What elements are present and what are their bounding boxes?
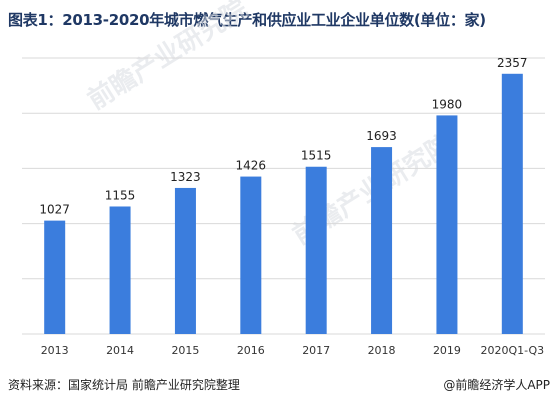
data-label-2016: 1426 bbox=[236, 159, 267, 173]
bar-2014 bbox=[109, 206, 131, 334]
data-label-2017: 1515 bbox=[301, 149, 332, 163]
data-label-2014: 1155 bbox=[105, 188, 136, 202]
bar-2020Q1-Q3 bbox=[501, 73, 523, 334]
bar-2013 bbox=[44, 220, 66, 334]
bar-2018 bbox=[371, 147, 393, 334]
data-label-2019: 1980 bbox=[432, 97, 463, 111]
x-tick-2020Q1-Q3: 2020Q1-Q3 bbox=[480, 344, 544, 357]
x-tick-2016: 2016 bbox=[237, 344, 265, 357]
credit-note: @前瞻经济学人APP bbox=[443, 378, 550, 392]
x-tick-2013: 2013 bbox=[41, 344, 69, 357]
gridlines bbox=[22, 57, 545, 335]
watermark-layer: 前瞻产业研究院前瞻产业研究院 bbox=[82, 0, 458, 251]
source-note: 资料来源：国家统计局 前瞻产业研究院整理 bbox=[8, 378, 240, 392]
x-tick-2019: 2019 bbox=[433, 344, 461, 357]
x-tick-2018: 2018 bbox=[368, 344, 396, 357]
bars bbox=[44, 73, 523, 335]
x-tick-2014: 2014 bbox=[106, 344, 134, 357]
bar-2019 bbox=[436, 115, 458, 335]
x-tick-2017: 2017 bbox=[302, 344, 330, 357]
data-labels: 1027 1155 1323 1426 1515 1693 1980 2357 bbox=[39, 56, 527, 217]
bar-2016 bbox=[240, 176, 262, 334]
data-label-2020Q1-Q3: 2357 bbox=[497, 56, 528, 70]
bar-2015 bbox=[174, 187, 196, 334]
x-tick-2015: 2015 bbox=[171, 344, 199, 357]
data-label-2013: 1027 bbox=[39, 203, 70, 217]
chart-title: 图表1：2013-2020年城市燃气生产和供应业工业企业单位数(单位：家) bbox=[8, 11, 486, 29]
data-label-2018: 1693 bbox=[366, 129, 397, 143]
data-label-2015: 1323 bbox=[170, 170, 201, 184]
bar-2017 bbox=[305, 166, 327, 334]
x-tick-labels: 2013 2014 2015 2016 2017 2018 2019 2020Q1-Q3 bbox=[41, 344, 544, 357]
